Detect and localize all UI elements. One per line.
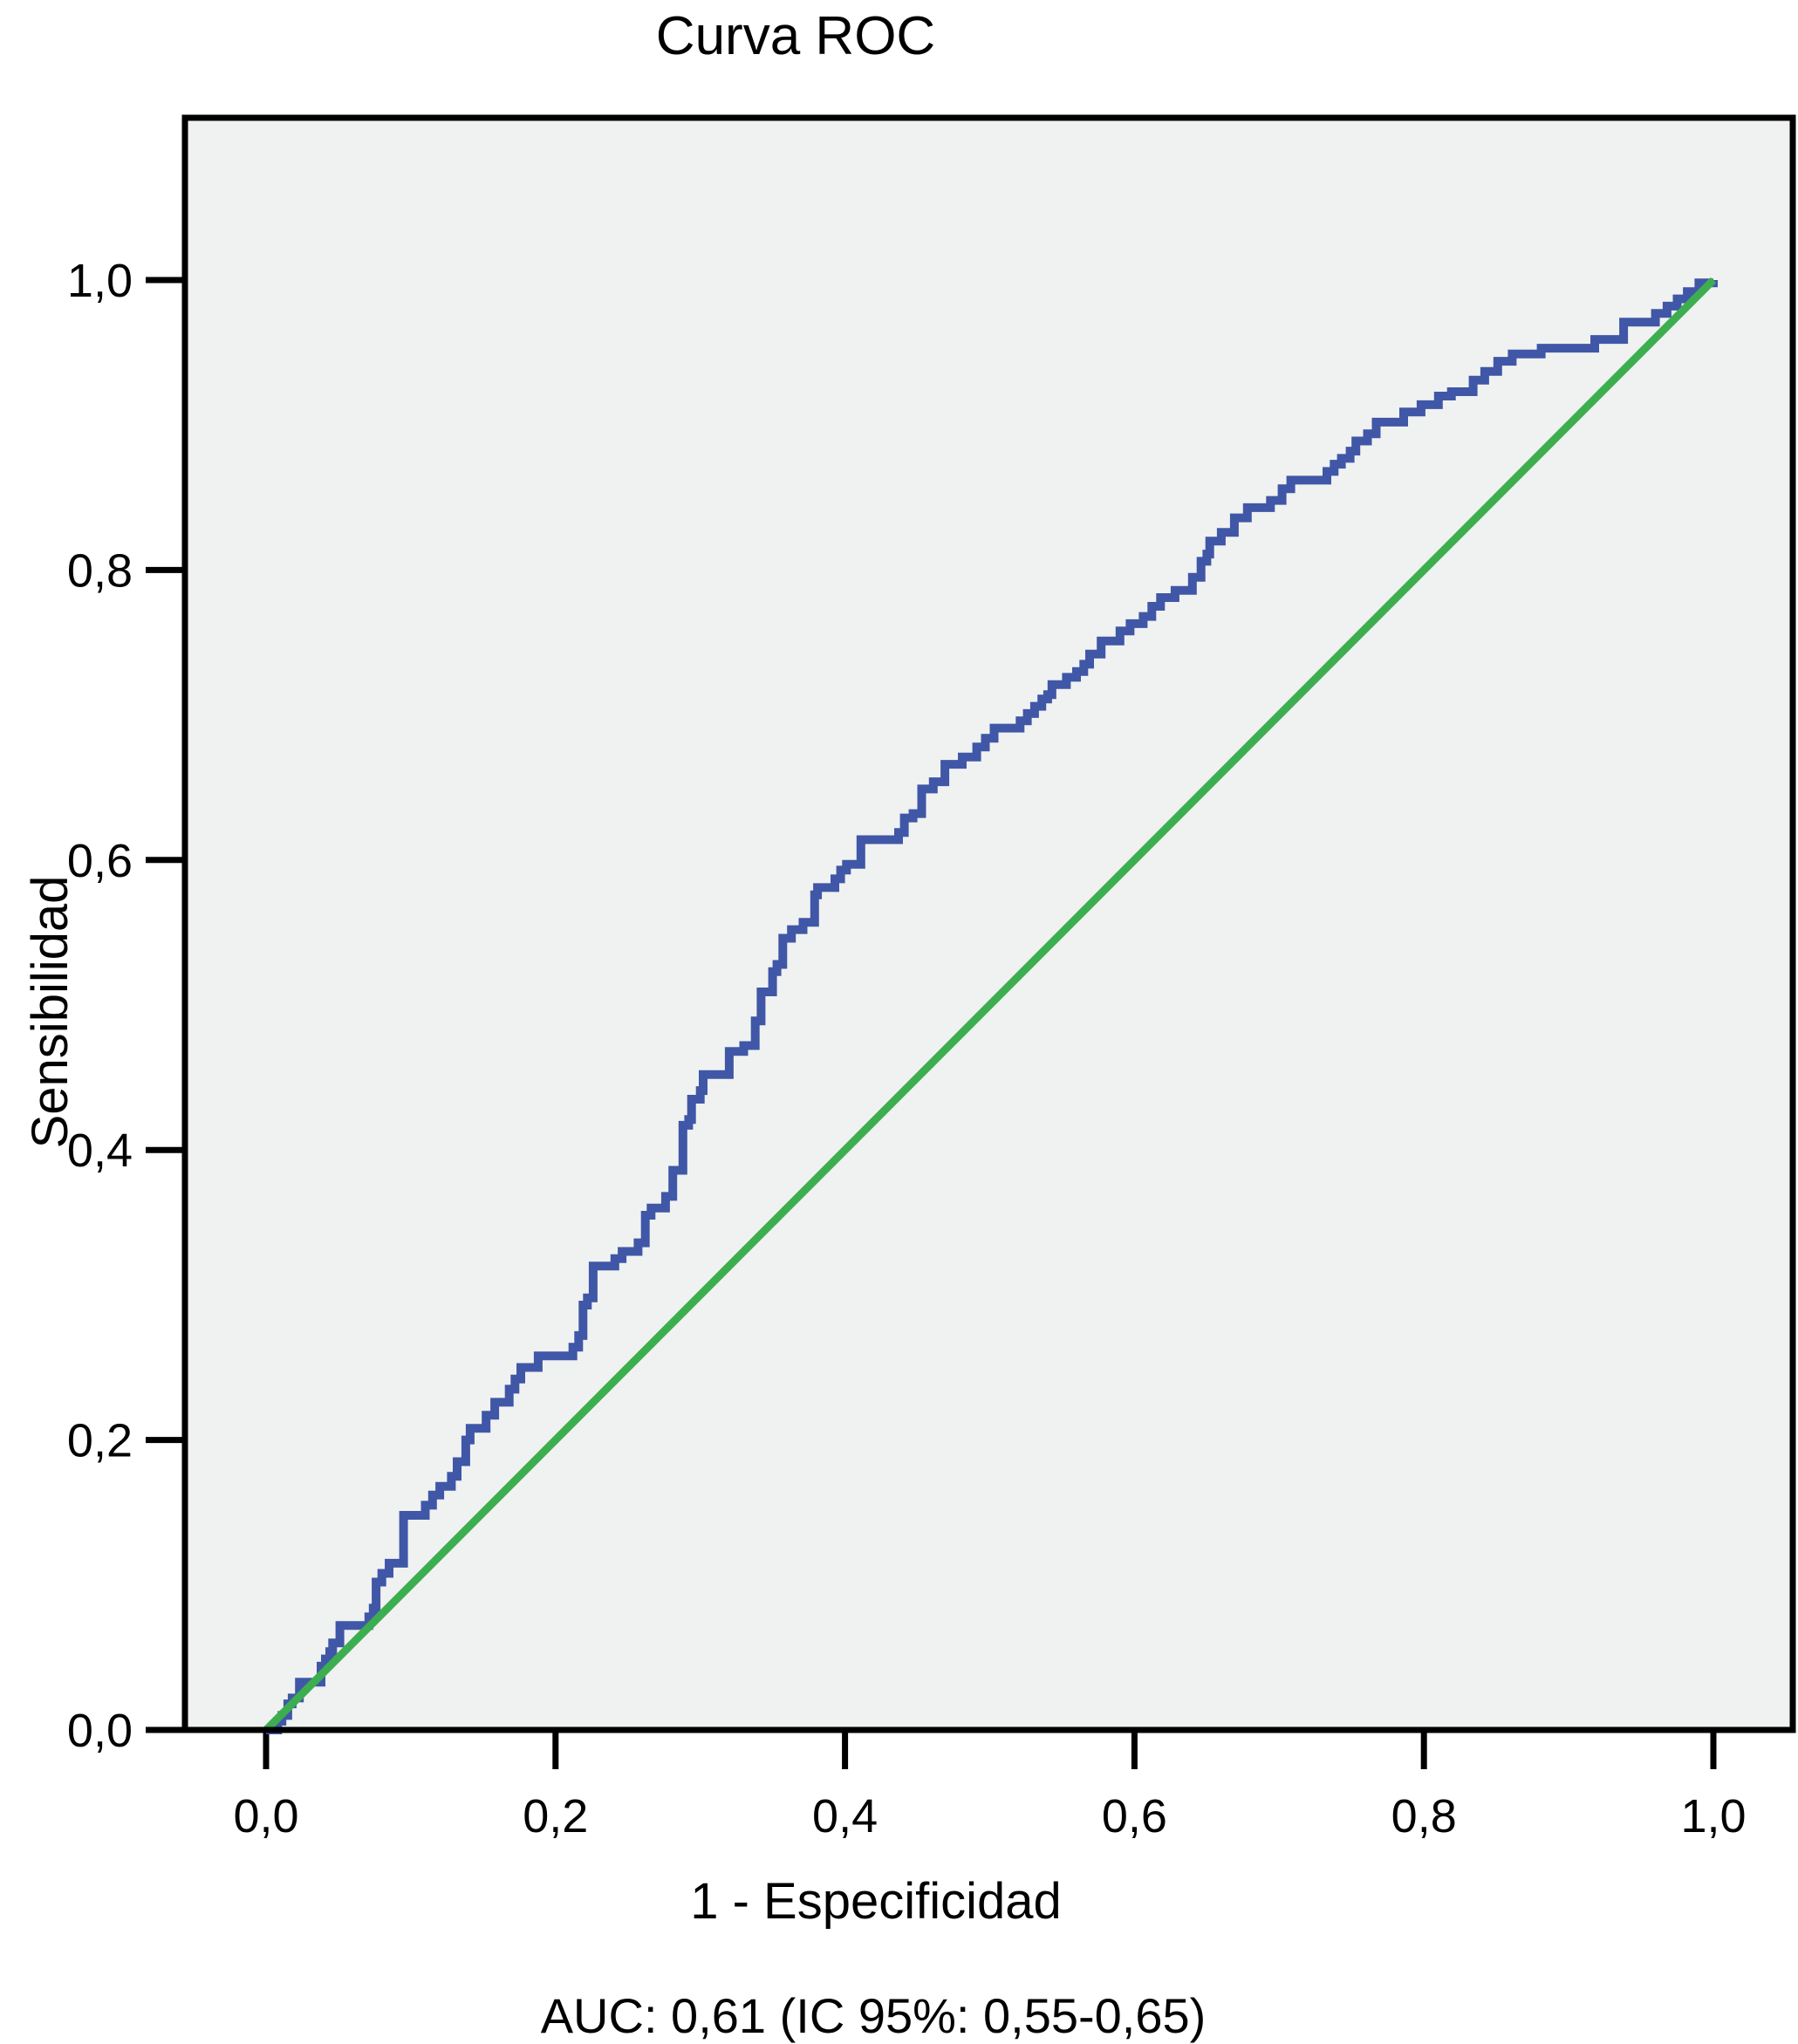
roc-curve-line — [266, 278, 1718, 1734]
y-tick-label: 1,0 — [67, 255, 133, 307]
x-tick-label: 0,8 — [1391, 1790, 1457, 1842]
x-tick-label: 1,0 — [1680, 1790, 1746, 1842]
auc-caption: AUC: 0,61 (IC 95%: 0,55-0,65) — [540, 1988, 1207, 2043]
x-tick-label: 0,4 — [812, 1790, 878, 1842]
x-axis-title: 1 - Especificidad — [690, 1873, 1062, 1930]
chart-title: Curva ROC — [655, 6, 936, 66]
y-tick-label: 0,8 — [67, 544, 133, 597]
plot-frame — [181, 114, 1796, 1733]
y-tick-label: 0,4 — [67, 1125, 133, 1177]
plot-background — [185, 118, 1793, 1730]
x-tick-label: 0,2 — [523, 1790, 588, 1842]
y-tick-label: 0,2 — [67, 1415, 133, 1467]
y-tick-label: 0,6 — [67, 835, 133, 887]
x-tick-label: 0,0 — [233, 1790, 298, 1842]
reference-diagonal-line — [263, 277, 1717, 1733]
y-tick-label: 0,0 — [67, 1705, 133, 1757]
x-tick-label: 0,6 — [1102, 1790, 1167, 1842]
